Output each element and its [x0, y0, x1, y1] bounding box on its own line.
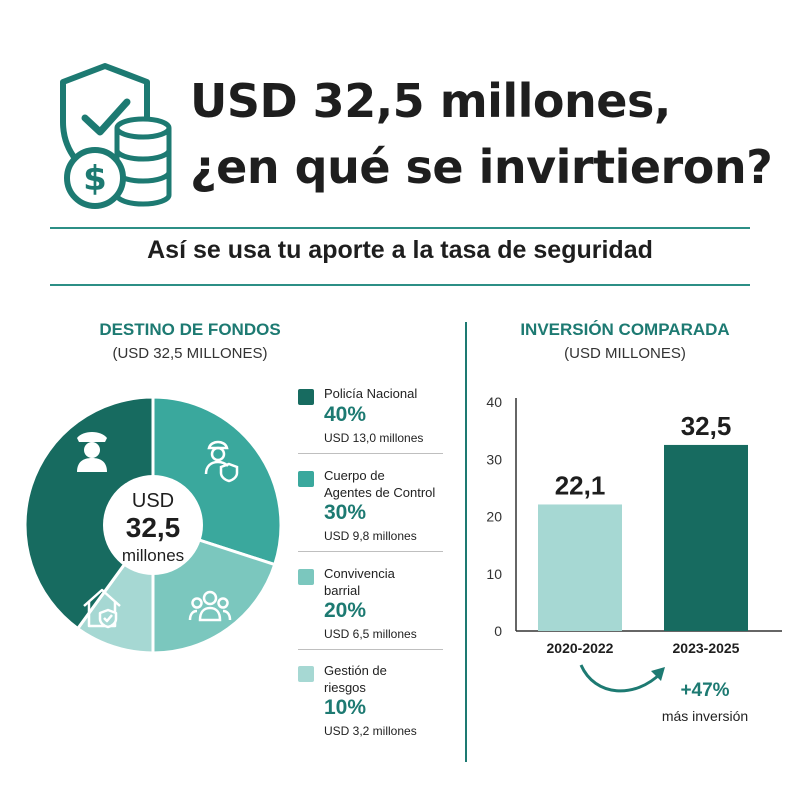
bar-chart-subtitle: (USD MILLONES): [564, 345, 686, 362]
legend-label: Gestión de riesgos: [324, 663, 387, 695]
police-officer-icon: [77, 432, 107, 472]
legend-swatch: [298, 389, 314, 405]
legend-amount: USD 3,2 millones: [324, 724, 417, 738]
donut-center-label-3: millones: [122, 546, 184, 565]
bar-chart-title: INVERSIÓN COMPARADA: [520, 320, 730, 339]
legend-percent: 10%: [324, 696, 367, 719]
donut-chart: USD 32,5 millones: [23, 395, 283, 655]
bottom-rule: [50, 284, 750, 286]
y-tick-label: 40: [486, 394, 502, 410]
top-rule: [50, 227, 750, 229]
legend-label: Convivencia barrial: [324, 566, 395, 598]
donut-slice-0: [23, 395, 155, 631]
donut-subtitle: (USD 32,5 MILLONES): [112, 345, 268, 362]
legend-swatch: [298, 666, 314, 682]
y-tick-label: 30: [486, 451, 502, 467]
legend-swatch: [298, 471, 314, 487]
x-tick-label: 2020-2022: [547, 640, 614, 656]
legend-label: Policía Nacional: [324, 386, 418, 401]
bar-chart: 0 10 20 30 40 22,1 2020-2022 32,5 2023-2025: [486, 394, 782, 656]
bar-2020-2022: [538, 504, 622, 631]
donut-center-label-2: 32,5: [126, 512, 181, 543]
legend-percent: 40%: [324, 403, 367, 426]
x-tick-label: 2023-2025: [673, 640, 740, 656]
shield-coins-icon: $: [60, 63, 172, 209]
y-tick-label: 10: [486, 566, 502, 582]
donut-center-label-1: USD: [132, 490, 174, 512]
legend-separator: [298, 551, 443, 552]
legend-separator: [298, 453, 443, 454]
y-tick-label: 20: [486, 509, 502, 525]
title-line-2: ¿en qué se invirtieron?: [190, 140, 773, 194]
y-tick-label: 0: [494, 623, 502, 639]
legend-amount: USD 6,5 millones: [324, 627, 417, 641]
legend-separator: [298, 649, 443, 650]
legend-percent: 20%: [324, 599, 367, 622]
curved-arrow-icon: [579, 664, 665, 693]
growth-note: más inversión: [661, 708, 749, 724]
title-line-1: USD 32,5 millones,: [190, 74, 671, 128]
bar-value-label: 32,5: [681, 411, 732, 441]
donut-title: DESTINO DE FONDOS: [99, 320, 281, 339]
safe-home-icon: [83, 588, 121, 629]
legend-amount: USD 9,8 millones: [324, 529, 417, 543]
panel-divider: [465, 322, 467, 762]
legend-amount: USD 13,0 millones: [324, 431, 424, 445]
legend-label: Cuerpo de Agentes de Control: [324, 468, 436, 500]
control-agent-icon: [204, 440, 239, 483]
page-title: USD 32,5 millones, ¿en qué se invirtiero…: [190, 68, 780, 200]
legend-percent: 30%: [324, 501, 367, 524]
svg-text:$: $: [83, 159, 107, 199]
legend-swatch: [298, 569, 314, 585]
community-group-icon: [188, 590, 232, 622]
growth-percent: +47%: [680, 680, 730, 701]
bar-2023-2025: [664, 444, 748, 631]
donut-hole: [103, 475, 203, 575]
bar-value-label: 22,1: [555, 470, 606, 500]
page-subtitle: Así se usa tu aporte a la tasa de seguri…: [147, 236, 653, 264]
